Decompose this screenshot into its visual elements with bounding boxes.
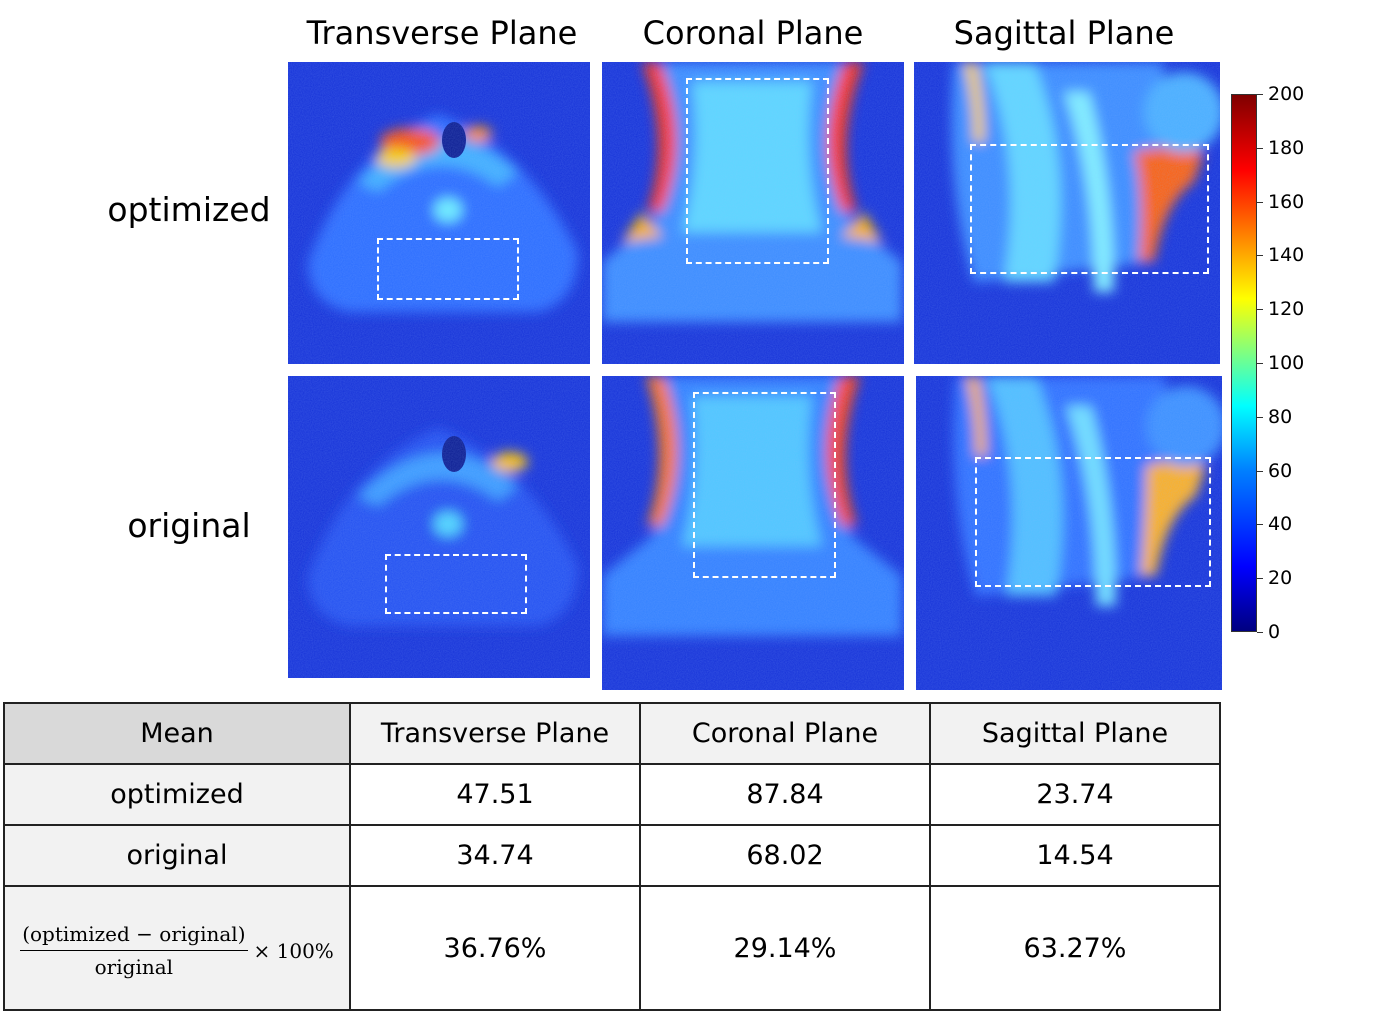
colorbar-tick-label: 200	[1268, 83, 1305, 105]
column-title-coronal: Coronal Plane	[642, 14, 864, 52]
column-title-sagittal: Sagittal Plane	[953, 14, 1175, 52]
table-row-percent-change: (optimized − original) original × 100% 3…	[3, 885, 1221, 1011]
formula-denominator: original	[94, 955, 174, 979]
colorbar-tick-label: 60	[1268, 460, 1293, 482]
colorbar-tick-label: 140	[1268, 244, 1305, 266]
table-header-row: Mean Transverse Plane Coronal Plane Sagi…	[3, 702, 1221, 765]
roi-box	[970, 144, 1209, 274]
image-sagittal-original	[916, 376, 1222, 690]
colorbar-tick-label: 80	[1268, 406, 1293, 428]
image-transverse-optimized	[288, 62, 590, 364]
header-sagittal: Sagittal Plane	[929, 702, 1221, 765]
percent-change-formula: (optimized − original) original × 100%	[20, 922, 334, 979]
cell-value: 63.27%	[929, 885, 1221, 1011]
header-coronal: Coronal Plane	[639, 702, 931, 765]
image-coronal-optimized	[602, 62, 904, 364]
roi-box	[975, 457, 1211, 587]
cell-value: 68.02	[639, 824, 931, 887]
header-mean: Mean	[3, 702, 351, 765]
colorbar-tick	[1257, 471, 1263, 472]
cell-value: 36.76%	[349, 885, 641, 1011]
cell-value: 29.14%	[639, 885, 931, 1011]
roi-box	[693, 392, 836, 578]
cell-value: 34.74	[349, 824, 641, 887]
header-transverse: Transverse Plane	[349, 702, 641, 765]
colorbar-tick	[1257, 202, 1263, 203]
row-label-original: original	[127, 506, 251, 545]
colorbar-tick-label: 180	[1268, 137, 1305, 159]
colorbar-tick-label: 120	[1268, 298, 1305, 320]
cell-value: 47.51	[349, 763, 641, 826]
colorbar-tick	[1257, 417, 1263, 418]
roi-box	[686, 78, 829, 264]
mean-table: Mean Transverse Plane Coronal Plane Sagi…	[3, 702, 1221, 1011]
colorbar-tick	[1257, 94, 1263, 95]
colorbar-tick	[1257, 632, 1263, 633]
cell-value: 23.74	[929, 763, 1221, 826]
colorbar-tick	[1257, 255, 1263, 256]
colorbar-tick	[1257, 363, 1263, 364]
colorbar-tick-label: 0	[1268, 621, 1281, 643]
colorbar-tick-label: 40	[1268, 513, 1293, 535]
colorbar-tick-label: 20	[1268, 567, 1293, 589]
image-sagittal-optimized	[914, 62, 1220, 364]
row-label: original	[3, 824, 351, 887]
roi-box	[385, 554, 527, 614]
roi-box	[377, 238, 519, 300]
colorbar-tick	[1257, 524, 1263, 525]
colorbar-tick	[1257, 578, 1263, 579]
formula-suffix: × 100%	[253, 938, 334, 963]
column-title-transverse: Transverse Plane	[306, 14, 578, 52]
cell-value: 14.54	[929, 824, 1221, 887]
colorbar	[1231, 94, 1257, 632]
row-label: optimized	[3, 763, 351, 826]
table-row-optimized: optimized 47.51 87.84 23.74	[3, 763, 1221, 826]
image-coronal-original	[602, 376, 904, 690]
cell-value: 87.84	[639, 763, 931, 826]
colorbar-tick-label: 100	[1268, 352, 1305, 374]
colorbar-tick	[1257, 309, 1263, 310]
image-transverse-original	[288, 376, 590, 678]
table-row-original: original 34.74 68.02 14.54	[3, 824, 1221, 887]
formula-cell: (optimized − original) original × 100%	[3, 885, 351, 1011]
colorbar-tick	[1257, 148, 1263, 149]
colorbar-tick-label: 160	[1268, 191, 1305, 213]
row-label-optimized: optimized	[107, 190, 271, 229]
formula-numerator: (optimized − original)	[20, 922, 248, 951]
